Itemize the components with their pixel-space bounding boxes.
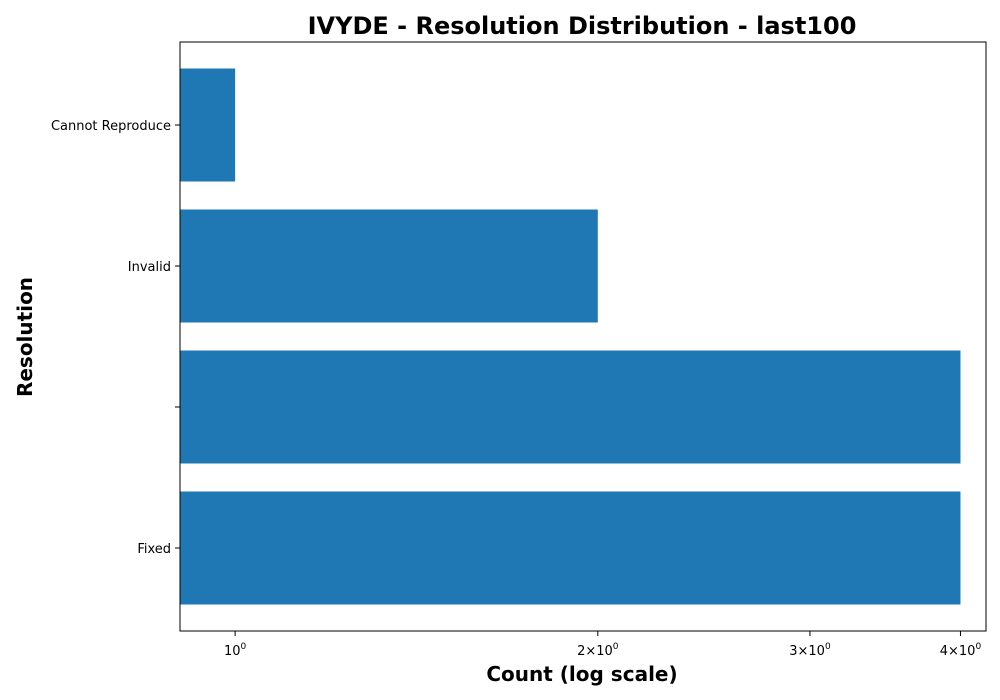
- bars-group: [180, 68, 961, 605]
- y-tick-label: Invalid: [128, 260, 171, 275]
- x-tick-label: 100: [224, 642, 247, 659]
- x-tick-label: 4×100: [940, 642, 982, 659]
- x-tick-label: 3×100: [789, 642, 831, 659]
- y-tick-label: Cannot Reproduce: [51, 119, 171, 134]
- y-axis-label: Resolution: [13, 277, 37, 397]
- x-axis-ticks: 100 2×100 3×100 4×100: [224, 631, 981, 659]
- x-tick-label: 2×100: [577, 642, 619, 659]
- y-axis-ticks: Fixed Invalid Cannot Reproduce: [51, 119, 180, 557]
- y-tick-label: Fixed: [137, 542, 171, 557]
- x-axis-label: Count (log scale): [486, 662, 677, 686]
- bar-invalid: [180, 209, 598, 323]
- chart-title: IVYDE - Resolution Distribution - last10…: [308, 12, 857, 40]
- bar-cannot-reproduce: [180, 68, 236, 182]
- bar-unlabeled: [180, 350, 961, 464]
- bar-fixed: [180, 491, 961, 605]
- plot-frame: [179, 41, 987, 632]
